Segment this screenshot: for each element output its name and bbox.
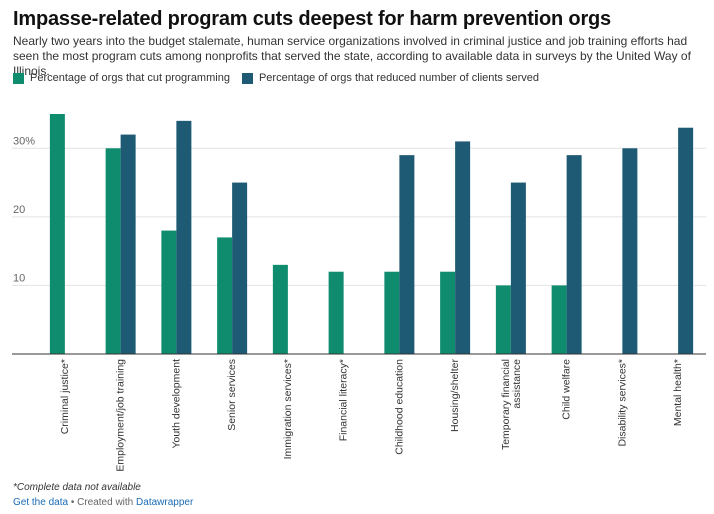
- legend: Percentage of orgs that cut programming …: [13, 72, 551, 84]
- x-tick-label-line: Senior services: [226, 359, 238, 431]
- y-tick-label: 10: [13, 272, 25, 284]
- chart-subtitle: Nearly two years into the budget stalema…: [13, 34, 691, 78]
- bar-reduced-clients: [678, 127, 694, 354]
- bar-reduced-clients: [232, 182, 248, 354]
- bar-reduced-clients: [622, 148, 638, 354]
- legend-label-reduced-clients: Percentage of orgs that reduced number o…: [258, 72, 540, 84]
- x-tick-label: Financial literacy*: [338, 359, 350, 441]
- chart-title: Impasse-related program cuts deepest for…: [13, 8, 611, 30]
- x-tick-label: Youth development: [170, 359, 182, 449]
- credit-line: Get the data • Created with Datawrapper: [13, 497, 193, 508]
- x-tick-label-line: Mental health*: [672, 359, 684, 426]
- bar-cut-programming: [328, 271, 344, 354]
- bar-cut-programming: [217, 237, 233, 354]
- x-tick-label: Criminal justice*: [59, 359, 71, 434]
- bar-cut-programming: [495, 285, 511, 354]
- bar-reduced-clients: [455, 141, 471, 354]
- datawrapper-link[interactable]: Datawrapper: [136, 497, 194, 508]
- bar-reduced-clients: [510, 182, 526, 354]
- y-tick-label: 20: [13, 204, 25, 216]
- x-tick-label: Childhood education: [393, 359, 405, 455]
- x-tick-label: Employment/job training: [115, 359, 127, 472]
- bar-chart: 10 20 30% Criminal justice* Employment/job t…: [12, 114, 706, 472]
- x-tick-label-line: Disability services*: [616, 359, 628, 447]
- bar-reduced-clients: [120, 134, 136, 354]
- bar-reduced-clients: [566, 155, 582, 354]
- x-tick-label-line: Child welfare: [561, 359, 573, 420]
- bar-reduced-clients: [176, 120, 192, 354]
- y-tick-label: 30%: [13, 135, 35, 147]
- x-tick-label-line: assistance: [511, 359, 523, 409]
- x-tick-label-line: Employment/job training: [115, 359, 127, 472]
- x-tick-label-line: Housing/shelter: [449, 359, 461, 432]
- x-tick-label: Disability services*: [616, 359, 628, 447]
- legend-label-cut-programming: Percentage of orgs that cut programming: [30, 72, 230, 84]
- bar-cut-programming: [440, 271, 456, 354]
- x-tick-label-line: Immigration services*: [282, 359, 294, 459]
- x-tick-label: Senior services: [226, 359, 238, 431]
- legend-swatch-reduced-clients: [241, 72, 253, 84]
- bar-cut-programming: [105, 148, 121, 354]
- x-tick-label-line: Criminal justice*: [59, 359, 71, 434]
- credit-separator: • Created with: [68, 497, 137, 508]
- legend-item-cut-programming: Percentage of orgs that cut programming: [13, 72, 230, 84]
- x-tick-label: Mental health*: [672, 359, 684, 426]
- x-tick-label: Housing/shelter: [449, 359, 461, 432]
- get-data-link[interactable]: Get the data: [13, 497, 69, 508]
- x-tick-label-line: Childhood education: [393, 359, 405, 455]
- chart-notes: *Complete data not available: [13, 482, 141, 493]
- x-tick-label-line: Financial literacy*: [338, 359, 350, 441]
- bar-cut-programming: [49, 114, 65, 354]
- x-tick-label: Child welfare: [561, 359, 573, 420]
- x-tick-label: Temporary financialassistance: [500, 359, 523, 450]
- bar-cut-programming: [384, 271, 400, 354]
- bar-cut-programming: [272, 264, 288, 354]
- x-tick-label-line: Youth development: [170, 359, 182, 449]
- bar-reduced-clients: [399, 155, 415, 354]
- legend-swatch-cut-programming: [13, 72, 24, 84]
- bar-cut-programming: [551, 285, 567, 354]
- legend-item-reduced-clients: Percentage of orgs that reduced number o…: [241, 72, 540, 84]
- x-tick-label: Immigration services*: [282, 359, 294, 459]
- x-tick-label-line: Temporary financial: [500, 359, 512, 450]
- bar-cut-programming: [161, 230, 177, 354]
